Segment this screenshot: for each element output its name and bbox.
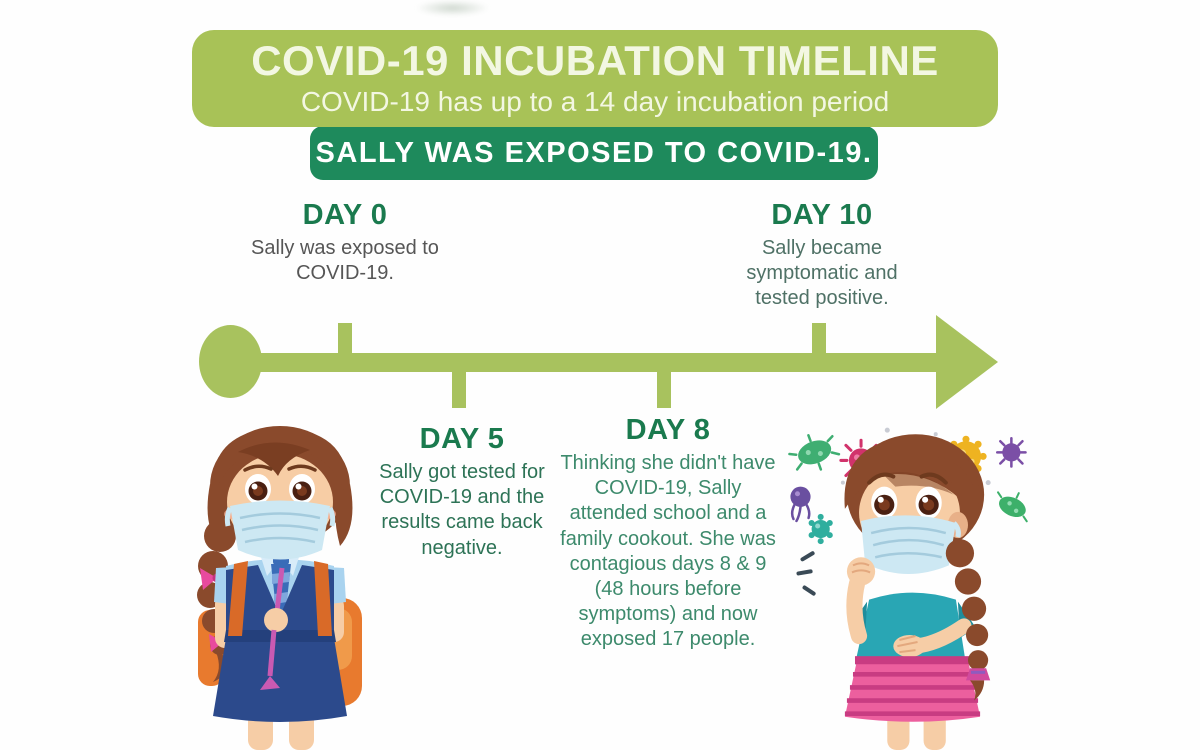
striped-skirt [844,656,981,722]
girl-head [207,426,353,560]
timeline-tick-day8 [657,371,671,408]
event-day0-description: Sally was exposed to COVID-19. [251,237,439,285]
exposure-banner-text: SALLY WAS EXPOSED TO COVID-19. [315,136,873,169]
timeline-arrowhead-icon [936,315,998,409]
timeline-event-day0: DAY 0 Sally was exposed to COVID-19. [230,199,460,286]
right-eyebrow [919,472,948,485]
right-eyebrow [287,464,317,472]
left-eyebrow [867,472,896,485]
virus-spiky-purple-icon [995,436,1027,468]
face-mask-icon [224,500,336,560]
event-day5-description: Sally got tested for COVID-19 and the re… [379,461,545,559]
timeline-tick-day0 [338,323,352,354]
masked-schoolgirl-illustration [197,426,362,750]
germ-icons [788,427,1028,545]
microbe-splat-teal-icon [808,513,833,545]
event-day8-label: DAY 8 [625,414,711,446]
exposure-banner: SALLY WAS EXPOSED TO COVID-19. [310,126,878,180]
right-eye [289,474,315,504]
event-day10-description: Sally became symptomatic and tested posi… [746,237,898,310]
coughing-fist [846,557,876,586]
page-title: COVID-19 INCUBATION TIMELINE [251,37,939,85]
event-day5-label: DAY 5 [419,423,505,455]
cough-lines-icon [796,551,816,596]
face-mask-icon [861,515,961,574]
event-day10-label: DAY 10 [771,199,873,231]
title-banner: COVID-19 INCUBATION TIMELINE COVID-19 ha… [192,30,998,127]
right-eye [915,486,942,519]
bacteria-spiky-green-icon [788,434,841,471]
bacteria-oval-green-icon [996,491,1028,523]
event-day8-description: Thinking she didn't have COVID-19, Sally… [560,452,776,651]
left-eye [871,486,898,519]
timeline-event-day8: DAY 8 Thinking she didn't have COVID-19,… [548,414,788,653]
event-day0-label: DAY 0 [302,199,388,231]
timeline-event-day10: DAY 10 Sally became symptomatic and test… [712,199,932,312]
hand-on-chest [893,634,926,658]
timeline-event-day5: DAY 5 Sally got tested for COVID-19 and … [352,423,572,561]
top-edge-smudge [415,0,490,16]
timeline-bar [228,353,940,372]
microbe-squid-purple-icon [790,486,811,523]
braid-tie-icon [965,668,991,681]
page-subtitle: COVID-19 has up to a 14 day incubation p… [300,85,890,117]
pinafore-dress [226,565,334,640]
timeline-tick-day5 [452,371,466,408]
left-eye [245,474,271,504]
left-eyebrow [243,464,273,472]
timeline-tick-day10 [812,323,826,354]
sick-girl-illustration [788,427,1028,750]
braid-icon [945,539,991,701]
